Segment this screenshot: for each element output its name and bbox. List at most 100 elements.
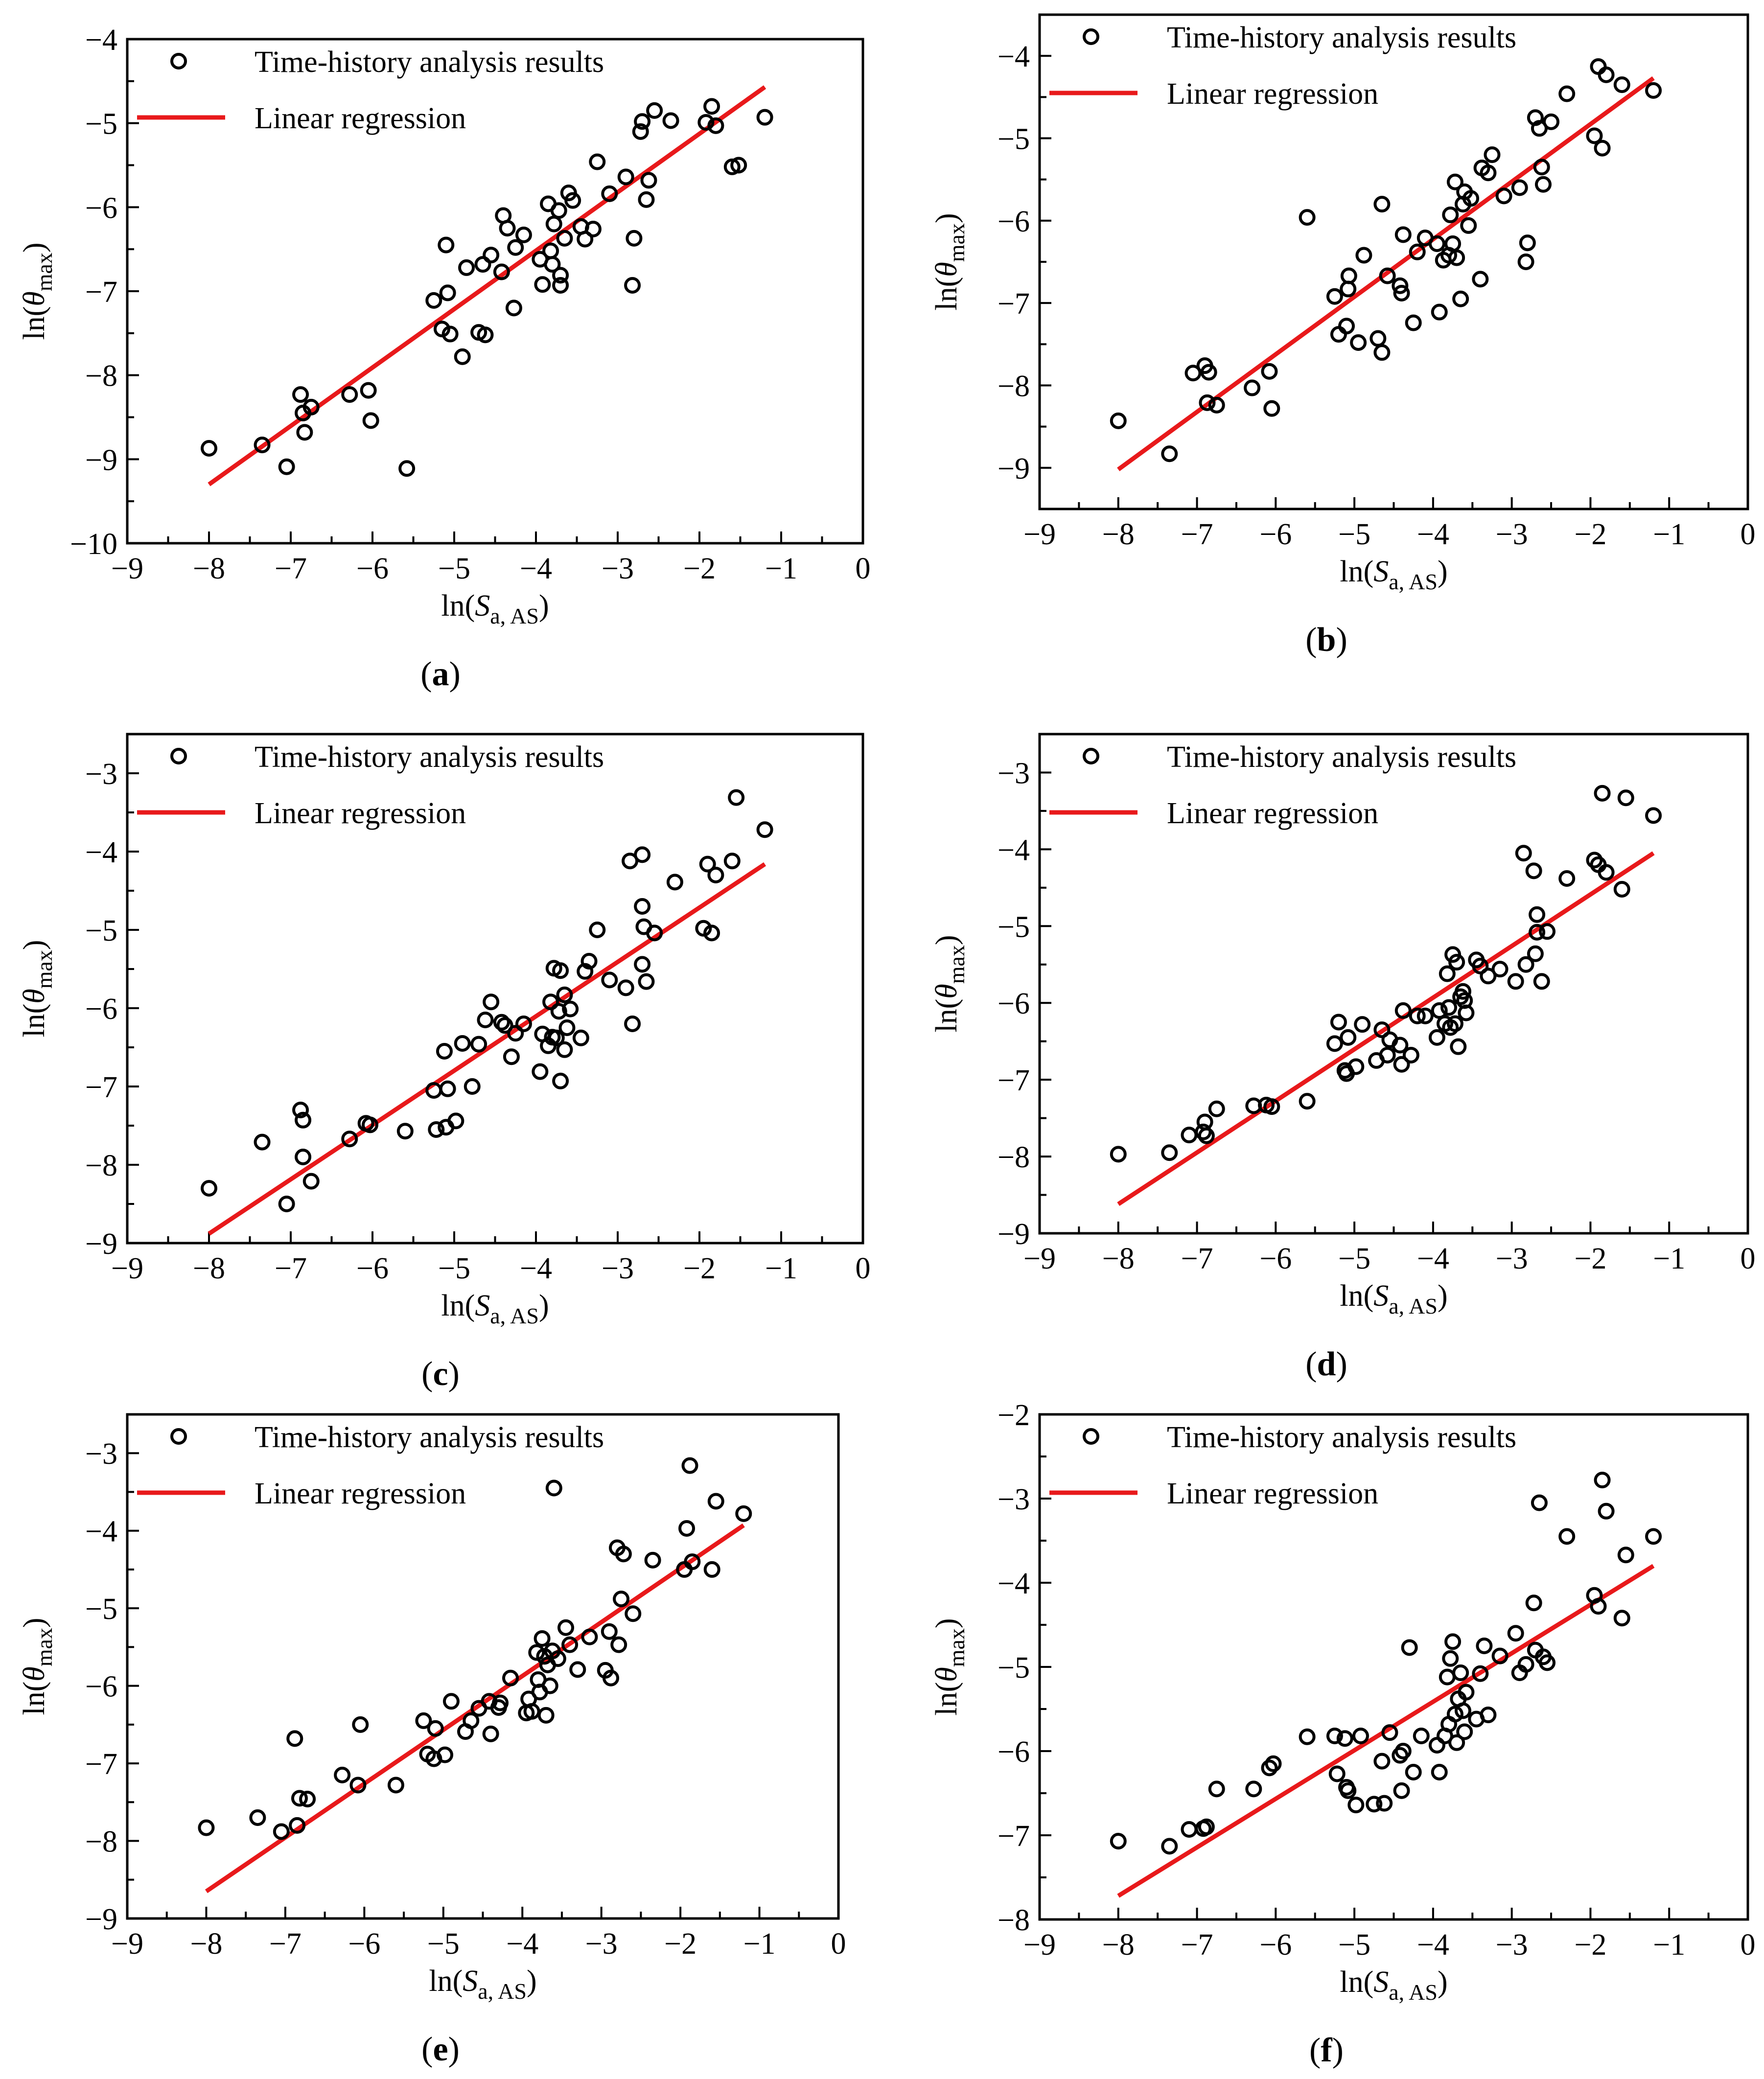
x-tick-label: 0: [856, 1252, 871, 1285]
data-point: [707, 867, 724, 883]
data-point: [634, 898, 651, 915]
x-tick-label: −6: [356, 1252, 389, 1285]
data-point: [1594, 1472, 1611, 1489]
data-point: [552, 267, 569, 284]
x-tick-label: −9: [111, 1927, 143, 1961]
data-point: [1529, 906, 1546, 923]
data-point: [562, 1000, 579, 1017]
panel-d: −9 −8 −7 −6 −5 −4 −3 −2 −1 0 −9 −8 −7 −6 −5 −4 −3 ln(Sa, …: [930, 733, 1756, 1383]
regression-line: [208, 85, 766, 486]
x-tick-label: −3: [602, 1252, 634, 1285]
x-tick-label: −6: [1259, 518, 1292, 551]
legend-label-regression: Linear regression: [255, 102, 466, 135]
data-point: [572, 1029, 589, 1046]
data-point: [425, 292, 442, 309]
panel-e: −9 −8 −7 −6 −5 −4 −3 −2 −1 0 −9 −8 −7 −6 −5 −4 −3 ln(Sa, …: [18, 1413, 846, 2068]
data-point: [549, 1650, 566, 1667]
data-point: [515, 1016, 532, 1032]
data-point: [360, 382, 377, 399]
legend-marker-icon: [1083, 1428, 1099, 1445]
data-point: [1393, 1056, 1410, 1073]
data-point: [1330, 1014, 1347, 1031]
x-tick-label: −9: [1023, 1242, 1056, 1275]
data-point: [1613, 880, 1630, 898]
data-point: [1330, 326, 1347, 343]
data-point: [1491, 961, 1509, 978]
panel-label: (c): [421, 1355, 460, 1393]
data-point: [1263, 400, 1280, 417]
data-point: [1261, 1759, 1278, 1777]
data-point: [1617, 789, 1634, 807]
data-point: [1373, 196, 1391, 213]
data-point: [470, 1036, 487, 1053]
panel-a: −9 −8 −7 −6 −5 −4 −3 −2 −1 0−10−9−8−7−6−5−4ln(Sa,…: [18, 23, 871, 693]
x-tick-label: −3: [585, 1927, 618, 1961]
data-point: [1495, 187, 1512, 205]
data-point: [561, 1636, 579, 1653]
data-point: [577, 963, 594, 980]
data-point: [523, 1703, 540, 1720]
y-tick-label: −5: [998, 1651, 1030, 1685]
y-tick-label: −7: [85, 1748, 117, 1781]
data-point: [1543, 113, 1560, 130]
y-tick-label: −3: [998, 757, 1030, 790]
y-tick-label: −5: [85, 108, 117, 141]
data-point: [1480, 1707, 1497, 1724]
y-tick-label: −9: [85, 443, 117, 477]
y-tick-label: −6: [998, 205, 1030, 238]
data-point: [756, 821, 773, 838]
data-point: [1394, 1743, 1412, 1759]
data-point: [545, 215, 562, 232]
data-point: [1529, 924, 1546, 941]
data-point: [296, 424, 313, 441]
data-point: [552, 1072, 569, 1089]
data-point: [1347, 1058, 1365, 1075]
data-point: [1484, 146, 1501, 163]
data-point: [289, 1817, 306, 1834]
y-tick-label: −7: [998, 1064, 1030, 1097]
data-point: [644, 1551, 661, 1569]
data-point: [1428, 1029, 1445, 1046]
data-point: [1598, 1502, 1615, 1520]
x-tick-label: −5: [427, 1927, 460, 1961]
data-point: [1336, 1730, 1353, 1747]
y-axis-label: ln(θmax): [18, 940, 57, 1037]
data-point: [1181, 1821, 1198, 1838]
legend-label-results: Time-history analysis results: [1167, 740, 1516, 774]
data-point: [1366, 1796, 1383, 1813]
data-point: [278, 1196, 295, 1212]
data-point: [254, 1133, 271, 1151]
data-point: [548, 1029, 565, 1046]
data-point: [556, 1041, 573, 1058]
data-point: [1517, 956, 1534, 973]
data-point: [1507, 973, 1524, 990]
y-axis-label: ln(θmax): [18, 242, 57, 340]
data-point: [558, 1019, 576, 1036]
data-point: [1448, 1734, 1465, 1751]
data-point: [678, 1520, 696, 1537]
data-point: [1340, 1029, 1357, 1046]
data-point: [1446, 173, 1463, 190]
data-point: [624, 1016, 641, 1032]
plot-frame: [1038, 1413, 1749, 1921]
data-point: [557, 1619, 575, 1636]
data-point: [662, 112, 679, 129]
data-point: [1452, 290, 1469, 307]
data-point: [1476, 1638, 1493, 1654]
panel-label: (f): [1309, 2032, 1344, 2069]
y-tick-label: −3: [998, 1483, 1030, 1516]
x-tick-label: −1: [1653, 1242, 1685, 1275]
y-tick-label: −8: [85, 1149, 117, 1182]
x-tick-label: 0: [831, 1927, 846, 1961]
data-point: [1394, 226, 1412, 243]
data-point: [1519, 234, 1536, 252]
plot-frame: [126, 733, 864, 1245]
data-point: [433, 321, 450, 338]
data-point: [1208, 1780, 1225, 1798]
legend-label-regression: Linear regression: [1167, 797, 1378, 830]
data-point: [1263, 1098, 1280, 1115]
data-point: [482, 1725, 499, 1742]
data-point: [1299, 1093, 1316, 1110]
data-point: [302, 398, 320, 416]
data-point: [1428, 235, 1445, 252]
